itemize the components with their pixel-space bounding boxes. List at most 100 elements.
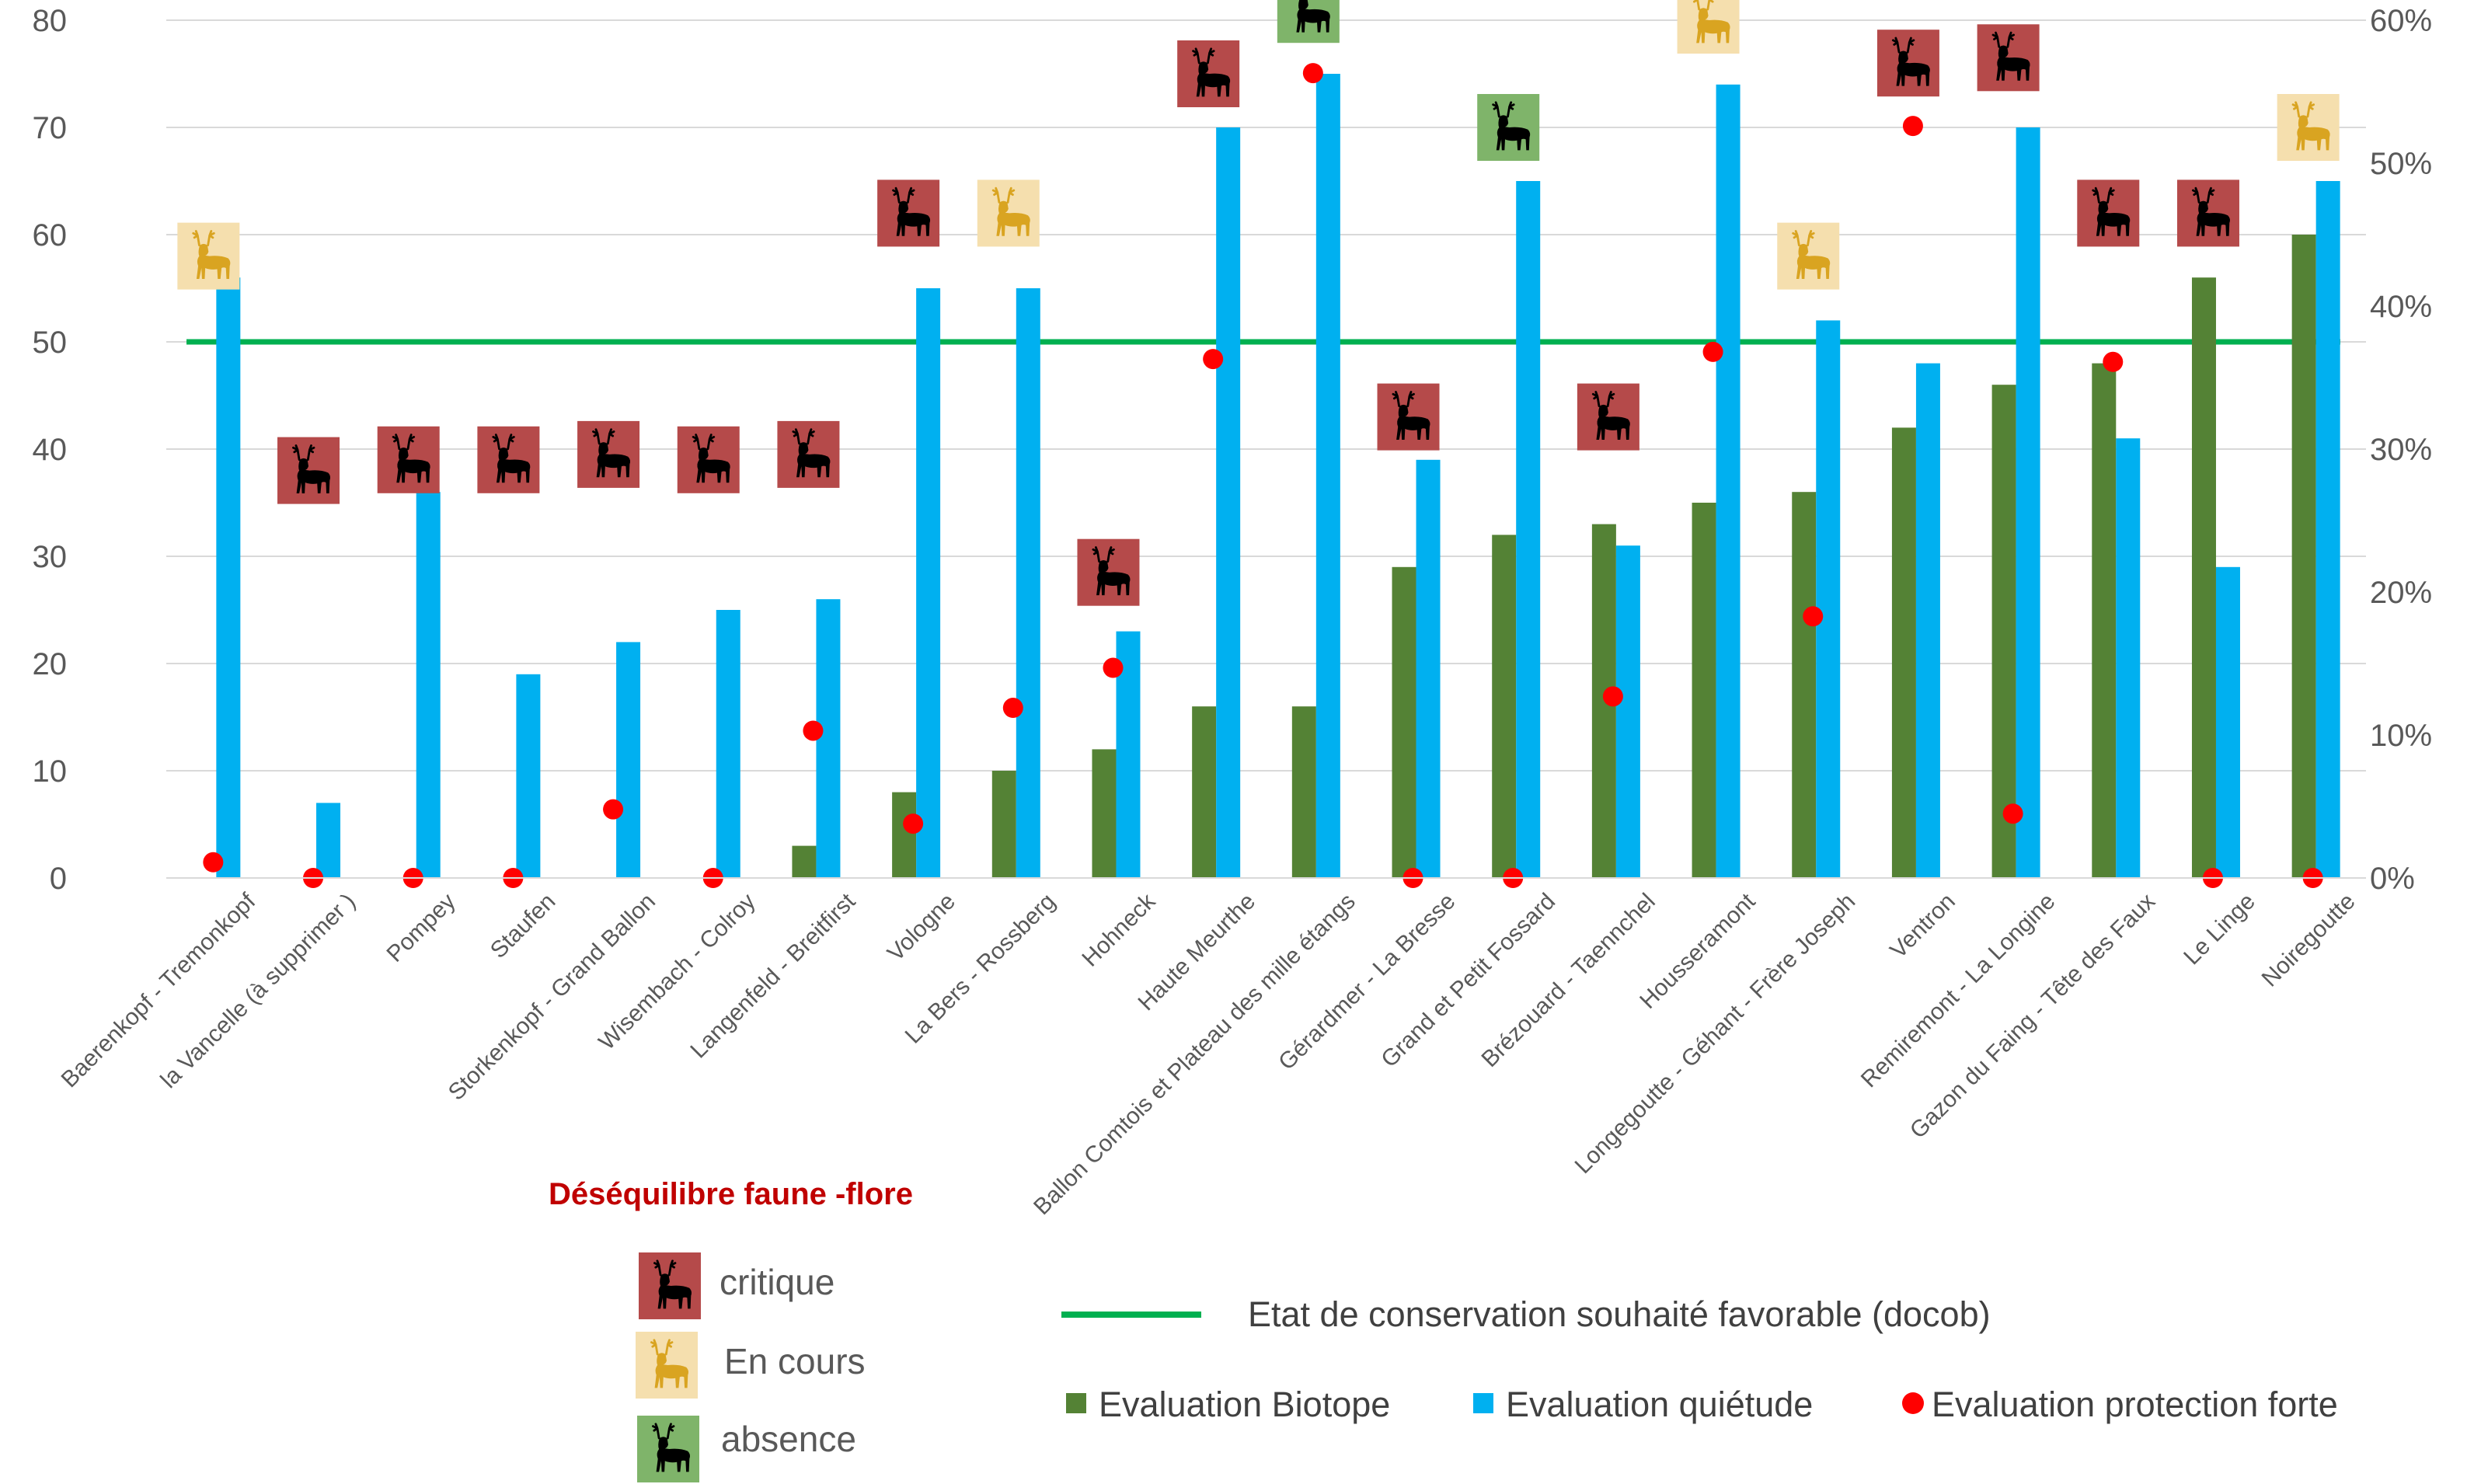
legend-biotope-label: Evaluation Biotope bbox=[1099, 1385, 1390, 1424]
status-icon-5 bbox=[677, 426, 740, 493]
y-tick-label: 0 bbox=[50, 862, 67, 896]
status-icons bbox=[177, 0, 2340, 606]
status-icon-2 bbox=[377, 426, 440, 493]
bar-biotope bbox=[1492, 535, 1517, 878]
bar-quietude bbox=[916, 288, 941, 878]
y2-tick-label: 10% bbox=[2370, 719, 2432, 753]
bar-quietude bbox=[1816, 320, 1841, 878]
legend-reference-label: Etat de conservation souhaité favorable … bbox=[1248, 1294, 1991, 1334]
legend-item-absence: absence bbox=[637, 1416, 856, 1482]
bar-quietude bbox=[1016, 288, 1040, 878]
bar-biotope bbox=[1692, 503, 1716, 878]
status-icon-16 bbox=[1777, 222, 1840, 290]
status-icon-19 bbox=[2077, 179, 2140, 247]
bar-quietude bbox=[1516, 181, 1541, 878]
bar-quietude bbox=[816, 599, 841, 878]
status-icon-12 bbox=[1377, 383, 1440, 451]
legend-absence-label: absence bbox=[721, 1419, 856, 1459]
y-tick-label: 20 bbox=[33, 647, 68, 681]
status-icon-21 bbox=[2277, 94, 2340, 161]
bar-quietude bbox=[416, 492, 441, 878]
x-tick-label: la Vancelle (à supprimer ) bbox=[156, 889, 361, 1093]
bar-quietude bbox=[616, 642, 641, 878]
bar-quietude bbox=[1216, 127, 1241, 878]
bar-biotope bbox=[1192, 706, 1217, 878]
status-icon-8 bbox=[977, 179, 1040, 247]
status-legend-title: Déséquilibre faune -flore bbox=[549, 1177, 913, 1211]
legend-quietude-swatch bbox=[1473, 1393, 1493, 1413]
protection-point bbox=[2103, 351, 2124, 372]
series-legend: Etat de conservation souhaité favorable … bbox=[1061, 1294, 2338, 1424]
x-tick-label: Brézouard - Taennchel bbox=[1476, 889, 1660, 1072]
status-icon-17 bbox=[1876, 30, 1939, 97]
y2-tick-label: 40% bbox=[2370, 290, 2432, 324]
status-icon-11 bbox=[1277, 0, 1340, 44]
protection-point bbox=[1302, 63, 1323, 84]
protection-point bbox=[1103, 657, 1124, 678]
y2-tick-label: 0% bbox=[2370, 862, 2415, 896]
status-icon-1 bbox=[277, 437, 340, 504]
bar-biotope bbox=[2191, 277, 2216, 878]
y-tick-label: 50 bbox=[33, 326, 68, 360]
x-tick-label: Ventron bbox=[1885, 889, 1960, 963]
x-tick-label: Le Linge bbox=[2179, 889, 2260, 970]
status-icon-14 bbox=[1577, 383, 1639, 451]
status-icon-20 bbox=[2176, 179, 2239, 247]
bar-biotope bbox=[1092, 749, 1117, 878]
x-tick-label: Staufen bbox=[486, 889, 560, 963]
y-tick-label: 30 bbox=[33, 540, 68, 574]
bar-biotope bbox=[792, 845, 817, 878]
y2-tick-label: 50% bbox=[2370, 147, 2432, 181]
y-tick-label: 70 bbox=[33, 111, 68, 145]
x-tick-label: Remiremont - La Longine bbox=[1856, 889, 2061, 1093]
protection-point bbox=[2002, 803, 2023, 824]
status-legend: Déséquilibre faune -flore critique En co… bbox=[549, 1177, 913, 1482]
y-tick-label: 80 bbox=[33, 4, 68, 38]
y-tick-label: 10 bbox=[33, 754, 68, 789]
protection-point bbox=[1702, 341, 1723, 362]
bar-quietude bbox=[2315, 181, 2340, 878]
x-tick-label: Gérardmer - La Bresse bbox=[1274, 889, 1460, 1075]
status-icon-9 bbox=[1077, 538, 1140, 606]
status-icon-13 bbox=[1477, 94, 1540, 161]
y-tick-label: 40 bbox=[33, 433, 68, 467]
protection-point bbox=[1203, 349, 1224, 370]
legend-item-en-cours: En cours bbox=[636, 1332, 866, 1399]
status-icon-10 bbox=[1177, 40, 1240, 107]
x-tick-label: Grand et Petit Fossard bbox=[1376, 889, 1560, 1073]
protection-point bbox=[803, 720, 824, 741]
bar-quietude bbox=[2215, 566, 2240, 878]
bar-quietude bbox=[516, 674, 541, 878]
y-axis-left: 0 10 20 30 40 50 60 70 80 bbox=[33, 4, 68, 896]
bars bbox=[216, 74, 2340, 879]
status-icon-3 bbox=[477, 426, 540, 493]
protection-point bbox=[1902, 116, 1923, 137]
status-icon-6 bbox=[777, 420, 840, 488]
legend-en-cours-label: En cours bbox=[724, 1341, 866, 1381]
legend-critique-label: critique bbox=[720, 1262, 835, 1302]
bar-biotope bbox=[892, 792, 917, 878]
protection-point bbox=[603, 799, 624, 820]
protection-point bbox=[1803, 606, 1824, 627]
protection-point bbox=[903, 813, 924, 834]
bar-quietude bbox=[1716, 84, 1740, 879]
bar-biotope bbox=[1291, 706, 1316, 878]
bar-quietude bbox=[2116, 438, 2141, 878]
x-tick-label: Storkenkopf - Grand Ballon bbox=[444, 889, 660, 1106]
bar-quietude bbox=[2016, 127, 2040, 878]
bar-biotope bbox=[991, 771, 1016, 878]
bar-biotope bbox=[1792, 492, 1817, 878]
bar-quietude bbox=[1315, 74, 1340, 878]
bar-biotope bbox=[1891, 427, 1916, 878]
protection-point bbox=[1002, 698, 1023, 719]
bar-quietude bbox=[716, 610, 740, 878]
bar-quietude bbox=[1915, 363, 1940, 879]
bar-quietude bbox=[316, 803, 341, 878]
status-icon-7 bbox=[877, 179, 940, 247]
x-tick-label: Vologne bbox=[883, 889, 960, 967]
x-tick-label: Baerenkopf - Tremonkopf bbox=[57, 888, 261, 1092]
bar-biotope bbox=[1991, 385, 2016, 878]
x-tick-label: Pompey bbox=[382, 889, 460, 967]
status-icon-4 bbox=[577, 420, 640, 488]
